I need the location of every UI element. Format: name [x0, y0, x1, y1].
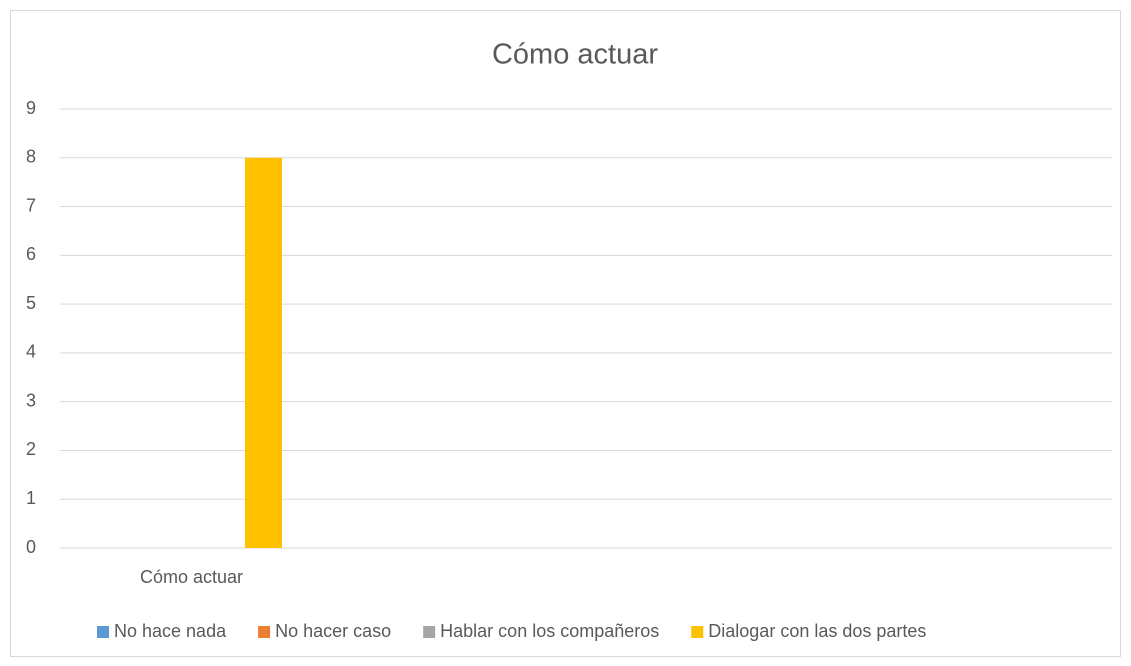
y-tick-label: 8 [26, 147, 36, 167]
legend-swatch [691, 626, 704, 638]
y-tick-label: 9 [26, 98, 36, 118]
bar [245, 157, 282, 548]
y-tick-label: 5 [26, 293, 36, 313]
chart-border [10, 10, 1121, 657]
legend-swatch [423, 626, 436, 638]
legend-label: Hablar con los compañeros [440, 621, 659, 641]
legend-swatch [258, 626, 271, 638]
legend-label: No hace nada [114, 621, 227, 641]
x-tick-label: Cómo actuar [140, 567, 243, 587]
legend-swatch [97, 626, 109, 638]
legend-label: Dialogar con las dos partes [708, 621, 926, 641]
y-tick-label: 6 [26, 244, 36, 264]
y-tick-label: 3 [26, 390, 36, 410]
y-tick-label: 1 [26, 488, 36, 508]
y-tick-label: 7 [26, 195, 36, 215]
y-tick-label: 0 [26, 537, 36, 557]
y-tick-label: 2 [26, 439, 36, 459]
y-tick-label: 4 [26, 342, 36, 362]
chart-title: Cómo actuar [492, 39, 658, 71]
legend-label: No hacer caso [275, 621, 391, 641]
